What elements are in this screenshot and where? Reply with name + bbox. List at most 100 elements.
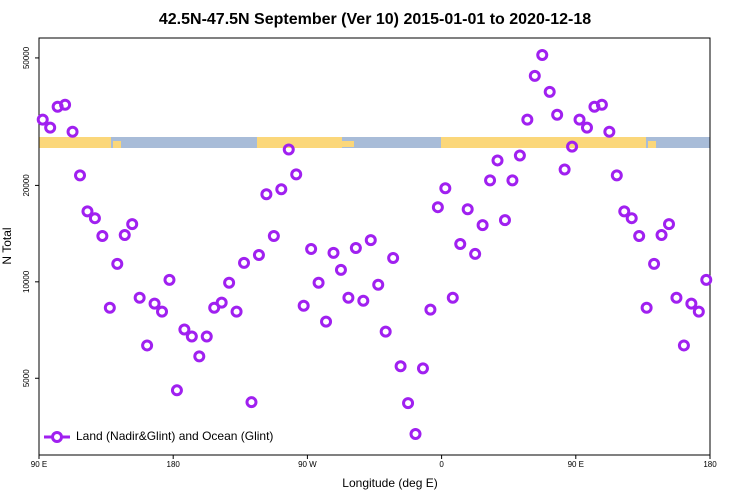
point (66, 125, 79, 138)
point (44, 121, 57, 134)
point (394, 360, 407, 373)
point (282, 143, 295, 156)
point (416, 362, 429, 375)
point (595, 98, 608, 111)
point (491, 154, 504, 167)
point (200, 330, 213, 343)
y-axis-label: N Total (0, 227, 14, 264)
point (275, 183, 288, 196)
point (133, 291, 146, 304)
y-tick-label: 5000 (22, 369, 31, 387)
point (655, 229, 668, 242)
y-tick-label: 10000 (22, 270, 31, 293)
point (148, 297, 161, 310)
point (59, 98, 72, 111)
point (74, 169, 87, 182)
point (536, 49, 549, 62)
point (215, 296, 228, 309)
x-tick-label: 90 W (298, 460, 317, 469)
point (625, 212, 638, 225)
point (327, 246, 340, 259)
point (551, 108, 564, 121)
point (603, 125, 616, 138)
point (618, 205, 631, 218)
point (260, 188, 273, 201)
point (230, 305, 243, 318)
point (573, 113, 586, 126)
point (700, 273, 713, 286)
point (521, 113, 534, 126)
point (163, 273, 176, 286)
legend-marker (51, 431, 63, 443)
point (297, 299, 310, 312)
point (662, 218, 675, 231)
point (513, 149, 526, 162)
point (349, 242, 362, 255)
point (245, 396, 258, 409)
point (103, 301, 116, 314)
point (558, 163, 571, 176)
point (312, 276, 325, 289)
point (424, 303, 437, 316)
point (320, 315, 333, 328)
point (334, 263, 347, 276)
land-strip (648, 141, 656, 148)
point (580, 121, 593, 134)
point (372, 278, 385, 291)
point (506, 174, 519, 187)
point (223, 276, 236, 289)
land-strip (441, 137, 511, 148)
y-tick-label: 50000 (22, 46, 31, 69)
point (305, 243, 318, 256)
point (692, 305, 705, 318)
point (88, 212, 101, 225)
legend-label: Land (Nadir&Glint) and Ocean (Glint) (76, 429, 273, 443)
point (670, 291, 683, 304)
point (476, 219, 489, 232)
x-tick-label: 90 E (568, 460, 584, 469)
point (379, 325, 392, 338)
point (498, 214, 511, 227)
point (364, 234, 377, 247)
point (342, 291, 355, 304)
point (566, 140, 579, 153)
point (677, 339, 690, 352)
point (193, 350, 206, 363)
x-tick-label: 0 (439, 460, 444, 469)
point (446, 291, 459, 304)
point (238, 256, 251, 269)
land-strip (257, 137, 342, 148)
point (81, 205, 94, 218)
plot-frame (38, 37, 711, 456)
chart-title: 42.5N-47.5N September (Ver 10) 2015-01-0… (159, 11, 591, 28)
point (402, 397, 415, 410)
ocean-strip (39, 137, 710, 148)
point (252, 248, 265, 261)
point (357, 294, 370, 307)
point (640, 301, 653, 314)
point (461, 203, 474, 216)
point (685, 297, 698, 310)
land-ocean-strip (39, 137, 710, 148)
point (528, 69, 541, 82)
point (111, 257, 124, 270)
point (126, 218, 139, 231)
point (267, 230, 280, 243)
land-strip (113, 141, 121, 148)
point (484, 174, 497, 187)
point (543, 85, 556, 98)
point (178, 323, 191, 336)
point (610, 169, 623, 182)
land-strip (39, 137, 111, 148)
point (118, 229, 131, 242)
point (633, 230, 646, 243)
point (290, 168, 303, 181)
point (141, 339, 154, 352)
point (469, 247, 482, 260)
point (454, 238, 467, 251)
point (185, 330, 198, 343)
point (409, 427, 422, 440)
x-tick-label: 90 E (31, 460, 47, 469)
point (36, 113, 49, 126)
